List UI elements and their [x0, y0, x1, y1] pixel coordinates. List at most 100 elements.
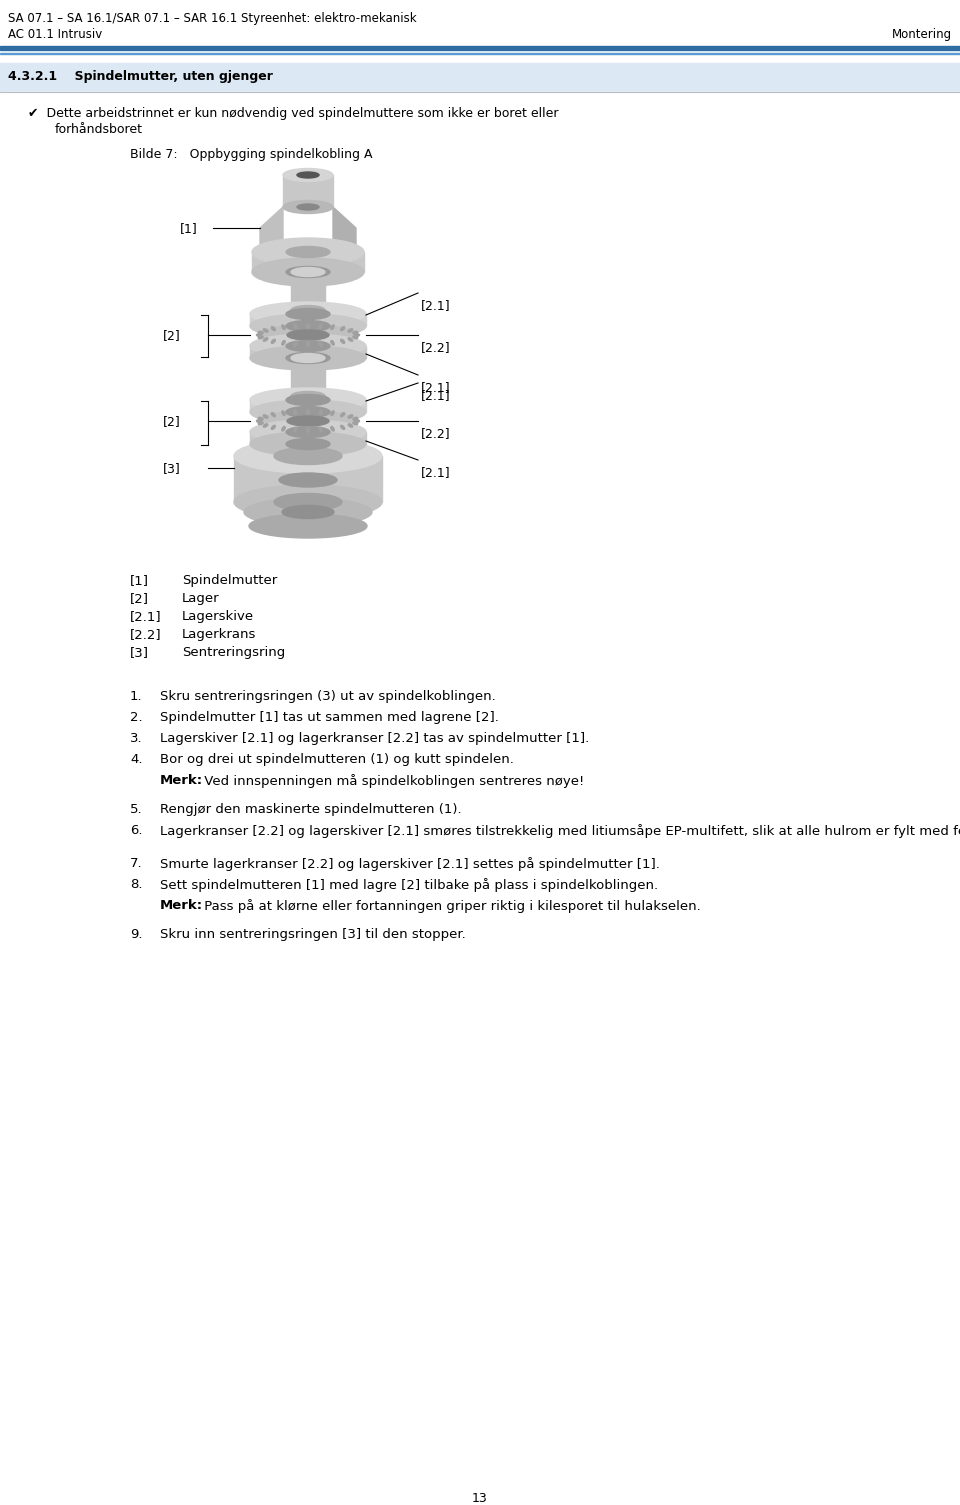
Ellipse shape — [250, 420, 366, 444]
Ellipse shape — [353, 421, 358, 424]
Ellipse shape — [291, 354, 325, 363]
Text: Montering: Montering — [892, 29, 952, 41]
Text: Ved innspenningen må spindelkoblingen sentreres nøye!: Ved innspenningen må spindelkoblingen se… — [200, 774, 585, 789]
Ellipse shape — [234, 485, 382, 519]
Text: Bilde 7:   Oppbygging spindelkobling A: Bilde 7: Oppbygging spindelkobling A — [130, 147, 372, 161]
Ellipse shape — [341, 327, 345, 331]
Ellipse shape — [307, 342, 309, 346]
Bar — [0, 47, 960, 50]
Ellipse shape — [291, 391, 325, 400]
Ellipse shape — [272, 340, 276, 343]
Text: [2]: [2] — [163, 415, 180, 427]
Ellipse shape — [256, 420, 261, 423]
Text: 8.: 8. — [130, 877, 142, 891]
Ellipse shape — [320, 342, 322, 346]
Text: Lagerkranser [2.2] og lagerskiver [2.1] smøres tilstrekkelig med litiumsåpe EP-m: Lagerkranser [2.2] og lagerskiver [2.1] … — [160, 825, 960, 838]
Text: 4.: 4. — [130, 752, 142, 766]
Ellipse shape — [249, 515, 367, 537]
Ellipse shape — [331, 340, 334, 345]
Ellipse shape — [331, 426, 334, 430]
Text: 1.: 1. — [130, 689, 143, 703]
Ellipse shape — [348, 330, 352, 333]
Polygon shape — [260, 208, 283, 251]
Text: Lagerkrans: Lagerkrans — [182, 628, 256, 641]
Ellipse shape — [331, 411, 334, 415]
Ellipse shape — [250, 400, 366, 424]
Ellipse shape — [258, 411, 358, 430]
Bar — [252, 251, 364, 272]
Ellipse shape — [348, 424, 352, 427]
Text: Lager: Lager — [182, 591, 220, 605]
Ellipse shape — [291, 268, 325, 277]
Ellipse shape — [286, 406, 330, 417]
Ellipse shape — [286, 352, 330, 364]
Ellipse shape — [307, 324, 309, 328]
Ellipse shape — [287, 330, 329, 340]
Ellipse shape — [282, 325, 285, 330]
Ellipse shape — [286, 266, 330, 277]
Text: [1]: [1] — [180, 223, 198, 235]
Ellipse shape — [341, 340, 345, 343]
Ellipse shape — [258, 325, 358, 345]
Ellipse shape — [263, 337, 268, 342]
Ellipse shape — [320, 427, 322, 432]
Ellipse shape — [252, 257, 364, 286]
Text: [2]: [2] — [163, 330, 180, 342]
Ellipse shape — [320, 324, 322, 328]
Ellipse shape — [320, 409, 322, 415]
Text: Skru inn sentreringsringen [3] til den stopper.: Skru inn sentreringsringen [3] til den s… — [160, 929, 466, 941]
Ellipse shape — [258, 417, 263, 420]
Ellipse shape — [286, 438, 330, 450]
Ellipse shape — [348, 337, 352, 342]
Text: Smurte lagerkranser [2.2] og lagerskiver [2.1] settes på spindelmutter [1].: Smurte lagerkranser [2.2] og lagerskiver… — [160, 856, 660, 871]
Ellipse shape — [263, 424, 268, 427]
Text: forhåndsboret: forhåndsboret — [55, 123, 143, 135]
Ellipse shape — [353, 331, 358, 334]
Ellipse shape — [283, 169, 333, 182]
Bar — [283, 175, 333, 208]
Ellipse shape — [283, 200, 333, 214]
Ellipse shape — [286, 394, 330, 405]
Text: [2.1]: [2.1] — [421, 467, 450, 479]
Text: Spindelmutter: Spindelmutter — [182, 573, 277, 587]
Ellipse shape — [341, 426, 345, 429]
Ellipse shape — [297, 205, 319, 211]
Text: 3.: 3. — [130, 731, 143, 745]
Ellipse shape — [258, 336, 263, 339]
Text: [2]: [2] — [130, 591, 149, 605]
Text: [2.1]: [2.1] — [421, 388, 450, 402]
Ellipse shape — [294, 342, 297, 346]
Ellipse shape — [282, 506, 334, 519]
Ellipse shape — [250, 315, 366, 339]
Bar — [291, 272, 325, 310]
Ellipse shape — [282, 426, 285, 430]
Text: Spindelmutter [1] tas ut sammen med lagrene [2].: Spindelmutter [1] tas ut sammen med lagr… — [160, 710, 499, 724]
Ellipse shape — [286, 309, 330, 319]
Ellipse shape — [297, 172, 319, 178]
Text: Sentreringsring: Sentreringsring — [182, 646, 285, 659]
Ellipse shape — [294, 409, 297, 415]
Bar — [250, 432, 366, 444]
Text: [2.2]: [2.2] — [130, 628, 161, 641]
Text: ✔  Dette arbeidstrinnet er kun nødvendig ved spindelmuttere som ikke er boret el: ✔ Dette arbeidstrinnet er kun nødvendig … — [28, 107, 559, 120]
Ellipse shape — [279, 473, 337, 488]
Ellipse shape — [354, 334, 359, 336]
Ellipse shape — [258, 331, 263, 334]
Text: 7.: 7. — [130, 856, 143, 870]
Text: [2.2]: [2.2] — [421, 342, 450, 354]
Text: 9.: 9. — [130, 929, 142, 941]
Text: Merk:: Merk: — [160, 774, 204, 787]
Ellipse shape — [252, 238, 364, 266]
Ellipse shape — [286, 321, 330, 331]
Ellipse shape — [294, 324, 297, 328]
Ellipse shape — [287, 415, 329, 426]
Ellipse shape — [307, 427, 309, 432]
Ellipse shape — [354, 420, 359, 423]
Ellipse shape — [272, 426, 276, 429]
Ellipse shape — [272, 327, 276, 331]
Bar — [234, 456, 382, 503]
Ellipse shape — [250, 432, 366, 456]
Text: [2.1]: [2.1] — [421, 299, 450, 312]
Text: [2.2]: [2.2] — [421, 427, 450, 439]
Text: Lagerskive: Lagerskive — [182, 610, 254, 623]
